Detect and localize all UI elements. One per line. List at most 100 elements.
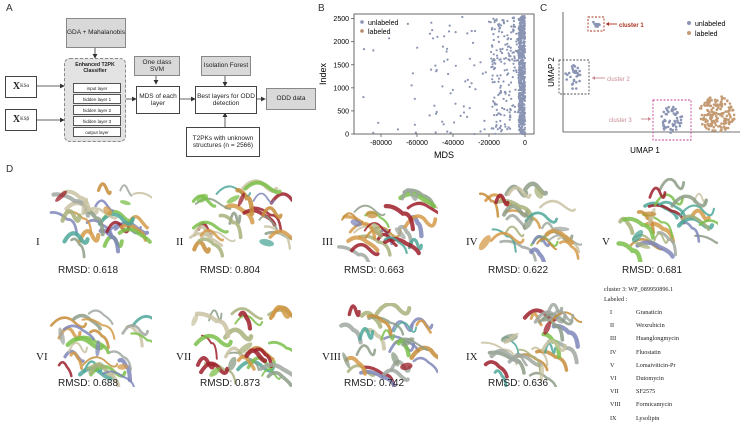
umap-point — [705, 127, 708, 130]
scatter-point — [519, 103, 523, 107]
umap-point — [663, 125, 667, 129]
umap-point — [724, 117, 728, 121]
scatter-point — [448, 24, 451, 27]
scatter-point — [518, 92, 521, 96]
umap-point — [668, 119, 672, 123]
umap-point — [698, 107, 702, 110]
umap-point — [710, 110, 714, 114]
umap-point — [714, 111, 718, 115]
ribbon-segment — [538, 313, 574, 326]
umap-point — [709, 124, 713, 128]
ribbon-segment — [616, 241, 643, 262]
cluster-1-label: cluster 1 — [619, 23, 644, 29]
scatter-point — [521, 114, 524, 118]
svm-box: One class SVM — [134, 56, 180, 76]
scatter-point — [503, 35, 506, 38]
cluster-3-label: cluster 3 — [609, 118, 632, 124]
ribbon-segment — [191, 194, 217, 208]
legend-compound-name: Granaticin — [636, 309, 663, 316]
scatter-point — [507, 58, 510, 61]
umap-point — [679, 115, 682, 119]
legend-numeral: V — [610, 361, 615, 369]
ribbon-segment — [493, 369, 508, 387]
protein-ribbon-image — [337, 188, 438, 262]
scatter-point — [466, 32, 469, 35]
ribbon-segment — [337, 245, 371, 262]
scatter-point — [513, 59, 516, 62]
scatter-point — [491, 63, 494, 66]
scatter-point — [515, 59, 518, 62]
scatter-point — [499, 24, 503, 27]
scatter-point — [522, 70, 525, 73]
ribbon-segment — [622, 216, 656, 240]
scatter-point — [509, 46, 512, 49]
ribbon-segment — [506, 185, 532, 199]
ribbon-segment — [49, 211, 79, 236]
scatter-point — [521, 72, 524, 75]
x-axis-label: UMAP 1 — [630, 146, 660, 155]
scatter-point — [493, 80, 496, 84]
scatter-point — [509, 55, 512, 58]
helix-coil — [391, 352, 400, 367]
scatter-point — [406, 22, 409, 25]
structure-numeral: IV — [466, 236, 478, 248]
umap-point — [665, 107, 668, 110]
scatter-point — [491, 45, 494, 48]
scatter-point — [512, 51, 515, 54]
legend-numeral: VII — [610, 388, 619, 396]
scatter-point — [464, 80, 467, 83]
scatter-point — [504, 92, 507, 95]
scatter-point — [523, 84, 526, 87]
scatter-point — [506, 48, 509, 51]
umap-point — [732, 113, 736, 117]
scatter-point — [518, 34, 521, 37]
scatter-point — [520, 47, 523, 51]
protein-ribbon-image — [478, 181, 582, 262]
scatter-point — [495, 120, 498, 123]
scatter-point — [454, 64, 457, 67]
ribbon-segment — [529, 247, 547, 262]
scatter-point — [510, 31, 513, 34]
ribbon-segment — [653, 193, 684, 207]
scatter-point — [487, 20, 491, 23]
scatter-point — [461, 15, 464, 19]
scatter-point — [506, 42, 509, 46]
ribbon-segment — [636, 210, 655, 235]
ribbon-segment — [400, 188, 419, 201]
scatter-point — [508, 90, 511, 93]
scatter-point — [470, 82, 473, 85]
scatter-point — [499, 86, 502, 89]
ribbon-segment — [366, 313, 393, 336]
ribbon-segment — [346, 235, 380, 253]
ribbon-segment — [243, 180, 282, 195]
odd-data-box: ODD data — [266, 88, 316, 110]
scatter-point — [495, 54, 499, 57]
ribbon-segment — [489, 231, 525, 244]
umap-point — [720, 122, 723, 125]
scatter-point — [520, 132, 523, 135]
umap-point — [729, 105, 733, 108]
ribbon-segment — [107, 372, 121, 387]
scatter-point — [495, 113, 498, 117]
legend-numeral: IX — [610, 414, 617, 422]
umap-point — [564, 72, 567, 75]
scatter-point — [519, 95, 522, 98]
scatter-point — [492, 38, 495, 42]
umap-point — [731, 109, 734, 112]
scatter-point — [509, 114, 512, 117]
scatter-point — [493, 28, 496, 31]
ribbon-segment — [531, 346, 549, 367]
umap-point — [664, 112, 668, 116]
helix-coil — [372, 222, 383, 239]
panel-label-d: D — [6, 164, 14, 175]
rmsd-label: RMSD: 0.622 — [488, 265, 549, 276]
umap-point — [576, 74, 580, 77]
cluster-3-arrowhead — [648, 117, 651, 121]
legend-compound-name: Lysolipin — [636, 414, 660, 422]
scatter-point — [491, 65, 494, 68]
helix-coil — [543, 321, 552, 335]
helix-coil — [350, 219, 362, 227]
ribbon-segment — [261, 206, 283, 220]
scatter-point — [516, 111, 519, 114]
legend-unlabeled: unlabeled — [695, 21, 725, 28]
